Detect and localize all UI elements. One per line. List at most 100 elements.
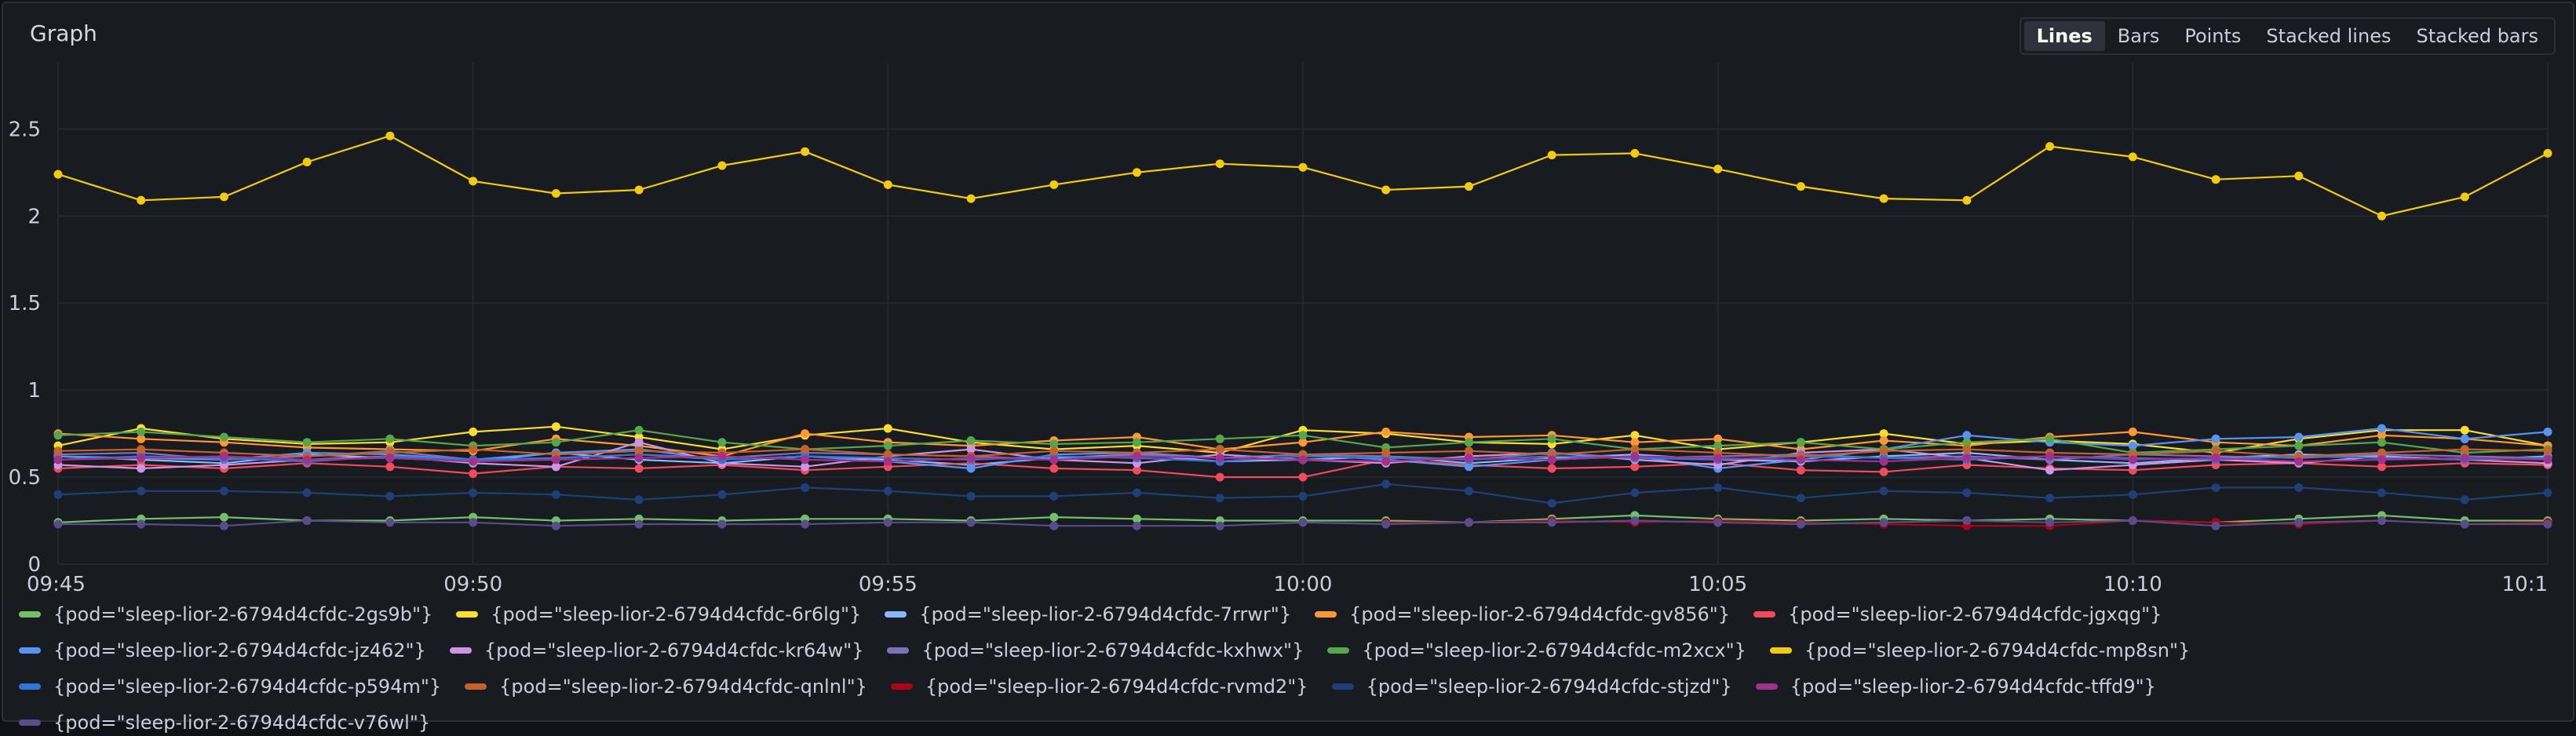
data-point[interactable] (2045, 142, 2055, 151)
data-point[interactable] (634, 438, 644, 447)
data-point[interactable] (1049, 446, 1059, 456)
data-point[interactable] (2294, 518, 2304, 527)
legend-item[interactable]: {pod="sleep-lior-2-6794d4cfdc-gv856"} (1315, 601, 1730, 628)
data-point[interactable] (2460, 445, 2469, 454)
data-point[interactable] (2211, 175, 2220, 184)
data-point[interactable] (1298, 438, 1308, 447)
data-point[interactable] (1133, 465, 1141, 475)
data-point[interactable] (2377, 211, 2386, 220)
data-point[interactable] (1049, 180, 1059, 189)
data-point[interactable] (1465, 462, 1473, 472)
legend-item[interactable]: {pod="sleep-lior-2-6794d4cfdc-qnlnl"} (465, 673, 867, 700)
data-point[interactable] (634, 185, 644, 195)
data-point[interactable] (1133, 452, 1141, 461)
data-point[interactable] (883, 486, 892, 496)
data-point[interactable] (1133, 168, 1141, 177)
data-point[interactable] (2045, 494, 2055, 503)
data-point[interactable] (1049, 492, 1059, 501)
data-point[interactable] (2543, 488, 2552, 497)
data-point[interactable] (1547, 464, 1556, 473)
data-point[interactable] (2128, 152, 2137, 162)
legend-item[interactable]: {pod="sleep-lior-2-6794d4cfdc-tffd9"} (1755, 673, 2156, 700)
data-point[interactable] (137, 445, 146, 454)
legend-item[interactable]: {pod="sleep-lior-2-6794d4cfdc-rvmd2"} (890, 673, 1308, 700)
data-point[interactable] (2294, 457, 2304, 466)
legend-item[interactable]: {pod="sleep-lior-2-6794d4cfdc-v76wl"} (19, 709, 430, 736)
data-point[interactable] (1962, 438, 1972, 447)
data-point[interactable] (2211, 454, 2220, 463)
data-point[interactable] (1215, 434, 1224, 443)
data-point[interactable] (1879, 194, 1888, 203)
legend-item[interactable]: {pod="sleep-lior-2-6794d4cfdc-p594m"} (19, 673, 441, 700)
data-point[interactable] (883, 450, 892, 459)
data-point[interactable] (883, 424, 892, 433)
data-point[interactable] (137, 427, 146, 436)
data-point[interactable] (385, 454, 395, 463)
data-point[interactable] (717, 161, 727, 170)
data-point[interactable] (137, 519, 146, 529)
data-point[interactable] (220, 512, 228, 522)
data-point[interactable] (2543, 446, 2552, 456)
data-point[interactable] (1713, 434, 1723, 443)
data-point[interactable] (717, 519, 727, 529)
data-point[interactable] (551, 189, 560, 198)
data-point[interactable] (137, 434, 146, 443)
data-point[interactable] (137, 486, 146, 496)
data-point[interactable] (883, 518, 892, 527)
data-point[interactable] (1465, 486, 1473, 496)
data-point[interactable] (1796, 494, 1805, 503)
data-point[interactable] (551, 490, 560, 499)
data-point[interactable] (1465, 518, 1473, 527)
data-point[interactable] (1962, 454, 1972, 463)
data-point[interactable] (2460, 454, 2469, 463)
data-point[interactable] (2377, 455, 2386, 465)
data-point[interactable] (469, 457, 478, 466)
data-point[interactable] (1630, 438, 1640, 447)
data-point[interactable] (551, 521, 560, 530)
data-point[interactable] (385, 462, 395, 472)
data-point[interactable] (1133, 521, 1141, 530)
data-point[interactable] (801, 519, 810, 529)
data-point[interactable] (2045, 465, 2055, 475)
data-point[interactable] (2460, 192, 2469, 202)
data-point[interactable] (1381, 479, 1391, 489)
legend-item[interactable]: {pod="sleep-lior-2-6794d4cfdc-7rrwr"} (885, 601, 1291, 628)
data-point[interactable] (53, 431, 63, 440)
data-point[interactable] (53, 455, 63, 465)
data-point[interactable] (1879, 457, 1888, 466)
data-point[interactable] (1381, 519, 1391, 529)
legend-item[interactable]: {pod="sleep-lior-2-6794d4cfdc-kxhwx"} (887, 637, 1304, 664)
data-point[interactable] (220, 452, 228, 461)
data-point[interactable] (1547, 434, 1556, 443)
data-point[interactable] (1630, 452, 1640, 461)
data-point[interactable] (1630, 488, 1640, 497)
data-point[interactable] (1630, 516, 1640, 525)
mode-lines-button[interactable]: Lines (2023, 21, 2105, 51)
data-point[interactable] (1547, 498, 1556, 508)
data-point[interactable] (966, 436, 976, 445)
data-point[interactable] (2460, 495, 2469, 505)
line-chart[interactable]: 0 0.5 1 1.5 2 2.5 09:45 09:50 09:55 10:00 10:05 10… (0, 0, 2576, 596)
data-point[interactable] (1796, 519, 1805, 529)
data-point[interactable] (883, 457, 892, 466)
data-point[interactable] (2294, 441, 2304, 450)
data-point[interactable] (2377, 448, 2386, 457)
data-point[interactable] (53, 169, 63, 179)
data-point[interactable] (966, 445, 976, 454)
data-point[interactable] (1298, 455, 1308, 465)
data-point[interactable] (717, 438, 727, 447)
data-point[interactable] (1713, 164, 1723, 173)
data-point[interactable] (1381, 185, 1391, 195)
data-point[interactable] (2294, 483, 2304, 492)
data-point[interactable] (1465, 438, 1473, 447)
data-point[interactable] (1796, 465, 1805, 475)
data-point[interactable] (469, 469, 478, 479)
data-point[interactable] (220, 521, 228, 530)
data-point[interactable] (1547, 518, 1556, 527)
data-point[interactable] (2045, 452, 2055, 461)
data-point[interactable] (53, 519, 63, 529)
legend-item[interactable]: {pod="sleep-lior-2-6794d4cfdc-jz462"} (19, 637, 426, 664)
data-point[interactable] (469, 177, 478, 186)
legend-item[interactable]: {pod="sleep-lior-2-6794d4cfdc-kr64w"} (449, 637, 863, 664)
data-point[interactable] (2377, 488, 2386, 497)
